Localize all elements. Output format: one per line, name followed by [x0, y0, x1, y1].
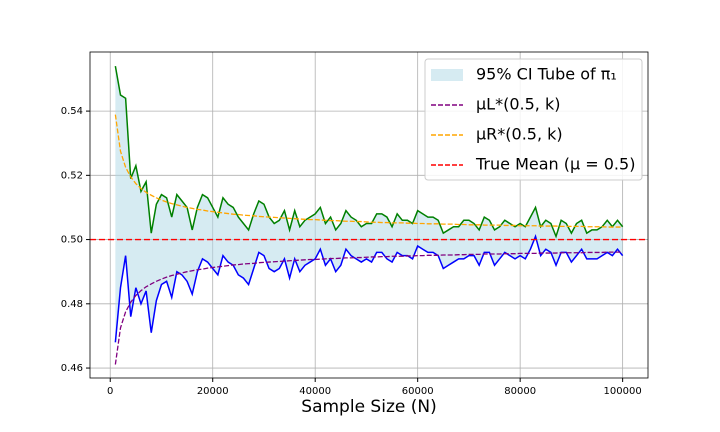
y-tick-label: 0.46	[61, 363, 83, 374]
x-axis-label: Sample Size (N)	[301, 397, 436, 417]
y-tick-label: 0.48	[61, 299, 83, 310]
x-tick-label: 100000	[604, 386, 642, 397]
upper-line	[114, 66, 624, 239]
ticks: 0 20000 40000 60000 80000 100000 0.46 0.48 0.50 0…	[61, 106, 642, 397]
y-tick-label: 0.50	[61, 235, 83, 246]
legend-label: μR*(0.5, k)	[476, 125, 563, 144]
legend-label: 95% CI Tube of π₁	[476, 65, 617, 84]
x-tick-label: 60000	[402, 386, 434, 397]
x-tick-label: 0	[107, 386, 113, 397]
ci-band	[115, 66, 623, 343]
x-tick-label: 20000	[197, 386, 229, 397]
legend: 95% CI Tube of π₁ μL*(0.5, k) μR*(0.5, k) T…	[431, 65, 635, 174]
legend-box	[424, 58, 643, 181]
dashed-line	[114, 114, 623, 228]
lower-line	[114, 233, 624, 343]
x-tick-label: 80000	[504, 386, 536, 397]
y-tick-label: 0.54	[61, 106, 83, 117]
y-tick-label: 0.52	[61, 170, 83, 181]
dashed-line	[114, 251, 623, 365]
legend-label: μL*(0.5, k)	[476, 95, 560, 114]
axes-frame	[89, 51, 649, 379]
x-tick-label: 40000	[299, 386, 331, 397]
plot-area	[90, 66, 648, 365]
legend-swatch	[431, 69, 463, 81]
legend-label: True Mean (μ = 0.5)	[475, 155, 635, 174]
